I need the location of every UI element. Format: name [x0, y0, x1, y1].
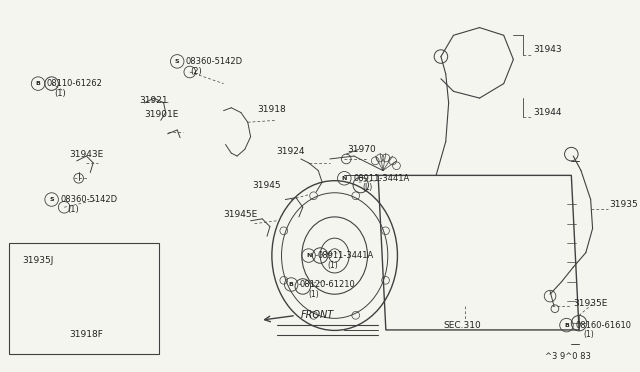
Text: 08360-5142D: 08360-5142D — [186, 57, 243, 66]
Text: 31901E: 31901E — [145, 110, 179, 119]
Text: FRONT: FRONT — [301, 311, 334, 320]
Text: (1): (1) — [327, 261, 338, 270]
Text: (L): (L) — [363, 183, 373, 192]
Bar — [9, 243, 159, 354]
Text: (2): (2) — [191, 67, 202, 76]
Text: (1): (1) — [308, 290, 319, 299]
Text: N: N — [342, 176, 347, 181]
Text: 08911-3441A: 08911-3441A — [317, 251, 374, 260]
Text: 08120-61210: 08120-61210 — [300, 280, 356, 289]
Text: 31945: 31945 — [253, 180, 281, 189]
Text: 31943: 31943 — [534, 45, 563, 54]
Text: 08160-61610: 08160-61610 — [575, 321, 631, 330]
Text: B: B — [289, 282, 294, 287]
Text: B: B — [564, 323, 569, 328]
Text: B: B — [36, 81, 40, 86]
Text: 31918: 31918 — [257, 105, 286, 114]
Text: 31918F: 31918F — [69, 330, 103, 339]
Text: N: N — [306, 253, 311, 258]
Text: (1): (1) — [54, 89, 67, 98]
Text: S: S — [49, 197, 54, 202]
Text: 31924: 31924 — [276, 147, 305, 156]
Text: 31935: 31935 — [609, 200, 637, 209]
Text: (1): (1) — [583, 330, 594, 339]
Text: SEC.310: SEC.310 — [444, 321, 481, 330]
Text: 08110-61262: 08110-61262 — [47, 79, 102, 88]
Text: S: S — [175, 59, 179, 64]
Text: 08360-5142D: 08360-5142D — [60, 195, 118, 204]
Text: ^3 9^0 83: ^3 9^0 83 — [545, 353, 591, 362]
Text: 31944: 31944 — [534, 108, 562, 117]
Text: (1): (1) — [67, 205, 79, 214]
Text: 08911-3441A: 08911-3441A — [353, 174, 409, 183]
Text: 31943E: 31943E — [69, 150, 103, 158]
Text: 31970: 31970 — [348, 145, 376, 154]
Text: 31935E: 31935E — [573, 299, 607, 308]
Text: 31935J: 31935J — [22, 256, 54, 265]
Text: 31945E: 31945E — [223, 209, 258, 218]
Text: 31921: 31921 — [140, 96, 168, 105]
